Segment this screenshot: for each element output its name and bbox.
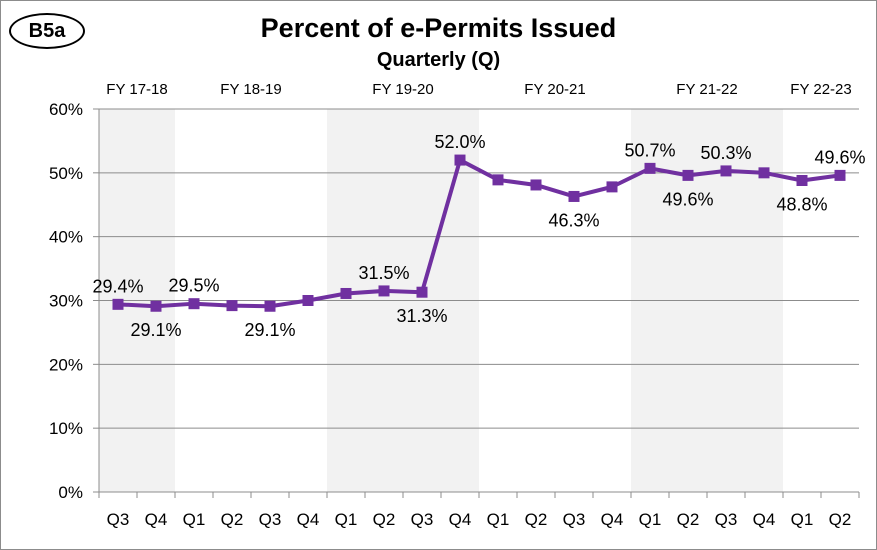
data-label-9: 49.6% — [662, 189, 713, 209]
data-label-0: 29.4% — [92, 276, 143, 296]
x-tick-label-7: Q2 — [373, 510, 396, 529]
y-tick-label-1: 10% — [49, 419, 83, 438]
series-line — [117, 158, 841, 309]
x-tick-label-18: Q1 — [791, 510, 814, 529]
y-tick-label-6: 60% — [49, 100, 83, 119]
data-point-11 — [530, 179, 542, 191]
data-label-7: 46.3% — [548, 210, 599, 230]
data-point-1 — [150, 300, 162, 312]
data-point-3 — [226, 300, 238, 312]
data-label-10: 50.3% — [700, 143, 751, 163]
data-point-15 — [682, 169, 694, 181]
data-point-18 — [796, 174, 808, 186]
x-tick-label-12: Q3 — [563, 510, 586, 529]
x-tick-label-14: Q1 — [639, 510, 662, 529]
data-point-17 — [758, 167, 770, 179]
chart-title: Percent of e-Permits Issued — [260, 13, 617, 43]
y-tick-label-2: 20% — [49, 355, 83, 374]
x-tick-label-11: Q2 — [525, 510, 548, 529]
data-point-13 — [606, 181, 618, 193]
data-point-2 — [188, 298, 200, 310]
data-label-8: 50.7% — [624, 140, 675, 160]
data-point-9 — [454, 154, 466, 166]
fiscal-year-label-3: FY 20-21 — [524, 81, 585, 98]
y-tick-label-4: 40% — [49, 228, 83, 247]
data-label-12: 49.6% — [814, 147, 865, 167]
x-tick-label-1: Q4 — [145, 510, 168, 529]
x-tick-label-9: Q4 — [449, 510, 472, 529]
fiscal-year-label-4: FY 21-22 — [676, 81, 737, 98]
y-tick-label-5: 50% — [49, 164, 83, 183]
data-point-5 — [302, 295, 314, 306]
x-tick-label-6: Q1 — [335, 510, 358, 529]
x-tick-label-0: Q3 — [107, 510, 130, 529]
data-point-6 — [340, 287, 352, 299]
x-tick-label-15: Q2 — [677, 510, 700, 529]
data-point-7 — [378, 285, 390, 297]
data-point-12 — [568, 190, 580, 202]
fiscal-year-label-5: FY 22-23 — [790, 81, 851, 98]
x-tick-label-5: Q4 — [297, 510, 320, 529]
data-point-16 — [720, 165, 732, 177]
x-tick-label-10: Q1 — [487, 510, 510, 529]
data-label-4: 31.5% — [358, 263, 409, 283]
fiscal-year-label-1: FY 18-19 — [220, 81, 281, 98]
x-tick-label-4: Q3 — [259, 510, 282, 529]
data-point-0 — [112, 298, 124, 310]
data-label-1: 29.1% — [130, 320, 181, 340]
x-tick-label-2: Q1 — [183, 510, 206, 529]
fiscal-year-label-0: FY 17-18 — [106, 81, 167, 98]
x-tick-label-13: Q4 — [601, 510, 624, 529]
chart-id-badge: B5a — [9, 13, 85, 49]
data-label-6: 52.0% — [434, 132, 485, 152]
y-tick-label-0: 0% — [58, 483, 83, 502]
y-tick-label-3: 30% — [49, 292, 83, 311]
data-point-14 — [644, 162, 656, 174]
x-tick-label-16: Q3 — [715, 510, 738, 529]
x-tick-label-19: Q2 — [829, 510, 852, 529]
x-tick-label-8: Q3 — [411, 510, 434, 529]
data-label-3: 29.1% — [244, 320, 295, 340]
data-label-2: 29.5% — [168, 276, 219, 296]
data-point-4 — [264, 300, 276, 312]
data-point-8 — [416, 286, 428, 298]
data-point-19 — [834, 169, 846, 181]
chart-subtitle: Quarterly (Q) — [376, 49, 501, 71]
data-point-10 — [492, 174, 504, 186]
data-label-11: 48.8% — [776, 194, 827, 214]
x-tick-label-17: Q4 — [753, 510, 776, 529]
data-label-5: 31.3% — [396, 306, 447, 326]
fiscal-year-label-2: FY 19-20 — [372, 81, 433, 98]
x-tick-label-3: Q2 — [221, 510, 244, 529]
